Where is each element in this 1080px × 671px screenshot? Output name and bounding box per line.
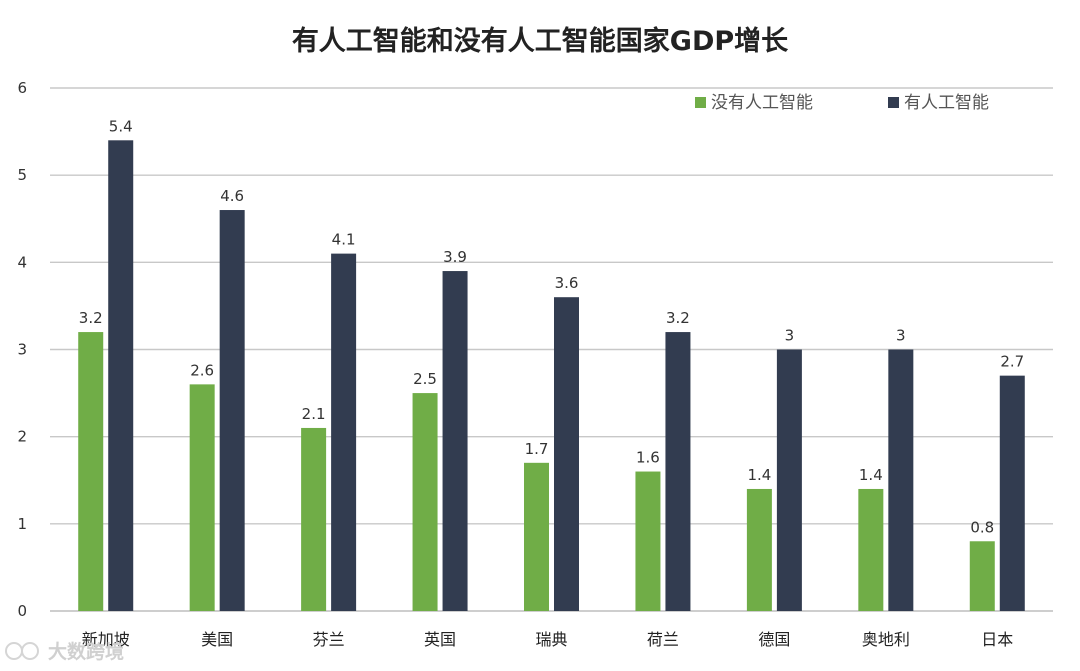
data-label: 4.1 [332,231,356,249]
category-label: 英国 [424,630,456,649]
data-label: 1.6 [636,449,660,467]
bar-without-ai [524,462,549,611]
bar-with-ai [888,349,914,611]
category-label: 瑞典 [535,630,567,649]
bar-with-ai [554,297,579,611]
data-labels: 3.2 5.4 2.6 4.6 2.1 4.1 2.5 3.9 1.7 3.6 1.6 3.2 1.4 3… [79,117,1024,536]
category-label: 奥地利 [862,630,910,649]
data-label: 2.6 [190,361,214,379]
bar-with-ai [665,332,691,611]
bar-without-ai [301,427,327,611]
category-label: 德国 [758,630,790,649]
data-label: 2.1 [302,405,326,423]
watermark-logo-icon [5,642,39,660]
category-label: 荷兰 [647,630,679,649]
data-label: 3.6 [555,274,579,292]
bar-without-ai [746,488,772,611]
data-label: 3.2 [79,309,103,327]
bar-with-ai [776,349,802,611]
legend-label: 有人工智能 [904,93,989,113]
bar-without-ai [189,384,215,611]
data-label: 3.2 [666,309,690,327]
y-tick-label: 5 [17,166,27,184]
bars [78,140,1025,612]
data-label: 3.9 [443,248,467,266]
legend-swatch [695,97,706,108]
bar-with-ai [108,140,134,612]
legend-label: 没有人工智能 [711,93,813,113]
bar-without-ai [858,488,884,611]
watermark: 大数跨境 [5,640,124,663]
data-label: 3 [785,327,795,345]
data-label: 1.4 [859,466,883,484]
data-label: 3 [896,327,906,345]
bar-with-ai [442,271,468,611]
gridlines [50,87,1053,612]
data-label: 1.7 [525,440,549,458]
category-label: 芬兰 [313,630,345,649]
data-label: 0.8 [970,518,994,536]
bar-without-ai [969,541,995,611]
y-tick-label: 2 [17,428,27,446]
bar-with-ai [331,253,357,611]
category-labels: 新加坡 美国 芬兰 英国 瑞典 荷兰 德国 奥地利 日本 [82,630,1014,649]
data-label: 2.7 [1000,353,1024,371]
category-label: 新加坡 [82,630,130,649]
y-tick-label: 0 [17,602,27,620]
data-label: 1.4 [747,466,771,484]
data-label: 2.5 [413,370,437,388]
legend: 没有人工智能 有人工智能 [695,93,989,113]
category-label: 日本 [981,630,1013,649]
data-label: 4.6 [220,187,244,205]
bar-without-ai [78,332,104,611]
bar-without-ai [412,393,438,611]
bar-with-ai [999,375,1025,611]
bar-with-ai [219,210,245,612]
y-axis-ticks: 0 1 2 3 4 5 6 [17,79,27,620]
data-label: 5.4 [109,117,133,135]
legend-swatch [888,97,899,108]
bar-without-ai [635,471,661,611]
y-tick-label: 1 [17,515,27,533]
y-tick-label: 3 [17,341,27,359]
chart-title: 有人工智能和没有人工智能国家GDP增长 [292,25,789,57]
y-tick-label: 6 [17,79,27,97]
category-label: 美国 [201,630,233,649]
y-tick-label: 4 [17,253,27,271]
watermark-text: 大数跨境 [48,640,124,663]
